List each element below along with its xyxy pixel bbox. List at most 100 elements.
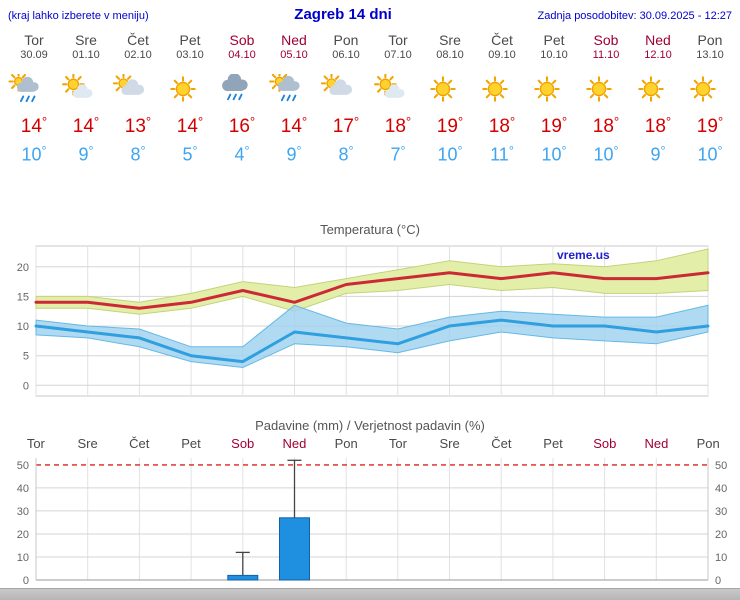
day-column-tor-07.10[interactable]: Tor 07.10 18° 7° bbox=[372, 32, 424, 166]
day-name: Ned bbox=[281, 32, 307, 48]
weather-icon-sunny bbox=[476, 74, 528, 104]
weather-icon-sunny bbox=[424, 74, 476, 104]
day-date: 07.10 bbox=[384, 49, 412, 61]
precip-day-label: Tor bbox=[388, 435, 407, 451]
svg-text:0: 0 bbox=[715, 575, 721, 586]
max-temperature: 18° bbox=[644, 114, 672, 137]
weather-icon-partly bbox=[60, 74, 112, 104]
day-name: Čet bbox=[127, 32, 149, 48]
day-date: 13.10 bbox=[696, 49, 724, 61]
bottom-scrollbar[interactable] bbox=[0, 588, 740, 600]
svg-text:30: 30 bbox=[715, 506, 727, 518]
min-temperature: 10° bbox=[437, 143, 463, 165]
min-temperature: 8° bbox=[130, 143, 146, 165]
svg-text:30: 30 bbox=[17, 506, 29, 518]
svg-text:0: 0 bbox=[23, 380, 29, 392]
weather-icon-sun-showers bbox=[268, 74, 320, 104]
day-name: Pet bbox=[179, 32, 201, 48]
svg-text:0: 0 bbox=[23, 575, 29, 586]
svg-text:vreme.us: vreme.us bbox=[557, 248, 610, 262]
svg-text:50: 50 bbox=[715, 460, 727, 472]
svg-text:20: 20 bbox=[17, 261, 29, 273]
precipitation-chart: 0 0 10 10 20 20 30 30 40 40 50 50 bbox=[17, 457, 727, 586]
min-temperature: 5° bbox=[182, 143, 198, 165]
weather-icon-mostly-cloudy bbox=[320, 74, 372, 104]
page-header: (kraj lahko izberete v meniju) Zagreb 14… bbox=[0, 0, 740, 23]
svg-text:10: 10 bbox=[17, 552, 29, 564]
day-date: 06.10 bbox=[332, 49, 360, 61]
day-date: 09.10 bbox=[488, 49, 516, 61]
max-temperature: 14° bbox=[72, 114, 100, 137]
day-name: Pon bbox=[697, 32, 723, 48]
min-temperature: 11° bbox=[490, 143, 514, 165]
precip-day-label: Tor bbox=[26, 435, 45, 451]
max-temperature: 19° bbox=[696, 114, 724, 137]
day-date: 04.10 bbox=[228, 49, 256, 61]
day-name: Tor bbox=[388, 32, 408, 48]
day-column-sre-01.10[interactable]: Sre 01.10 14° 9° bbox=[60, 32, 112, 166]
page-title: Zagreb 14 dni bbox=[294, 6, 392, 23]
max-temperature: 18° bbox=[384, 114, 412, 137]
day-name: Sob bbox=[593, 32, 619, 48]
weather-icon-sunny bbox=[632, 74, 684, 104]
day-name: Pet bbox=[543, 32, 565, 48]
day-column-pet-03.10[interactable]: Pet 03.10 14° 5° bbox=[164, 32, 216, 166]
precip-day-label: Pon bbox=[334, 435, 358, 451]
day-column-pet-10.10[interactable]: Pet 10.10 19° 10° bbox=[528, 32, 580, 166]
day-column-sob-11.10[interactable]: Sob 11.10 18° 10° bbox=[580, 32, 632, 166]
day-column-ned-05.10[interactable]: Ned 05.10 14° 9° bbox=[268, 32, 320, 166]
day-date: 01.10 bbox=[72, 49, 100, 61]
day-column-pon-13.10[interactable]: Pon 13.10 19° 10° bbox=[684, 32, 736, 166]
day-date: 12.10 bbox=[644, 49, 672, 61]
precip-day-label: Sob bbox=[593, 435, 617, 451]
temperature-section: Temperatura (°C) 0 5 10 15 20 vreme.us bbox=[0, 222, 740, 410]
min-temperature: 10° bbox=[697, 143, 723, 165]
temperature-chart-title: Temperatura (°C) bbox=[320, 221, 420, 237]
day-column-čet-02.10[interactable]: Čet 02.10 13° 8° bbox=[112, 32, 164, 166]
precip-day-labels: Tor Sre Čet Pet Sob Ned Pon Tor Sre Čet Pet Sob Ned P… bbox=[0, 436, 740, 452]
weather-icon-mostly-cloudy bbox=[112, 74, 164, 104]
precip-day-label: Pon bbox=[696, 435, 720, 451]
weather-icon-sunny bbox=[684, 74, 736, 104]
max-temperature: 14° bbox=[20, 114, 48, 137]
day-name: Sre bbox=[75, 32, 97, 48]
menu-hint-text[interactable]: (kraj lahko izberete v meniju) bbox=[8, 10, 149, 22]
day-name: Sre bbox=[439, 32, 461, 48]
min-temperature: 10° bbox=[593, 143, 619, 165]
day-name: Ned bbox=[645, 32, 671, 48]
day-column-tor-30.09[interactable]: Tor 30.09 14° 10° bbox=[8, 32, 60, 166]
day-name: Sob bbox=[229, 32, 255, 48]
day-column-sob-04.10[interactable]: Sob 04.10 16° 4° bbox=[216, 32, 268, 166]
day-date: 08.10 bbox=[436, 49, 464, 61]
svg-text:5: 5 bbox=[23, 350, 29, 362]
weather-icon-sunny bbox=[580, 74, 632, 104]
last-update-text: Zadnja posodobitev: 30.09.2025 - 12:27 bbox=[537, 10, 732, 22]
day-name: Čet bbox=[491, 32, 513, 48]
day-date: 05.10 bbox=[280, 49, 308, 61]
weather-icon-sunny bbox=[528, 74, 580, 104]
min-temperature: 4° bbox=[234, 143, 250, 165]
min-temperature: 10° bbox=[541, 143, 567, 165]
svg-text:50: 50 bbox=[17, 460, 29, 472]
min-temperature: 8° bbox=[338, 143, 354, 165]
day-date: 03.10 bbox=[176, 49, 204, 61]
precip-day-label: Sre bbox=[439, 435, 460, 451]
day-date: 11.10 bbox=[592, 49, 620, 61]
day-date: 10.10 bbox=[540, 49, 568, 61]
temperature-chart: 0 5 10 15 20 vreme.us bbox=[17, 245, 710, 397]
day-name: Pon bbox=[333, 32, 359, 48]
svg-text:40: 40 bbox=[715, 483, 727, 495]
min-temperature: 10° bbox=[21, 143, 47, 165]
day-name: Tor bbox=[24, 32, 44, 48]
max-temperature: 17° bbox=[332, 114, 360, 137]
day-column-ned-12.10[interactable]: Ned 12.10 18° 9° bbox=[632, 32, 684, 166]
weather-icon-sunny bbox=[164, 74, 216, 104]
day-column-pon-06.10[interactable]: Pon 06.10 17° 8° bbox=[320, 32, 372, 166]
precip-day-label: Ned bbox=[644, 435, 669, 451]
precip-day-label: Čet bbox=[129, 435, 150, 451]
max-temperature: 14° bbox=[176, 114, 204, 137]
day-column-sre-08.10[interactable]: Sre 08.10 19° 10° bbox=[424, 32, 476, 166]
svg-text:10: 10 bbox=[715, 552, 727, 564]
day-column-čet-09.10[interactable]: Čet 09.10 18° 11° bbox=[476, 32, 528, 166]
weather-icon-rain bbox=[216, 74, 268, 104]
